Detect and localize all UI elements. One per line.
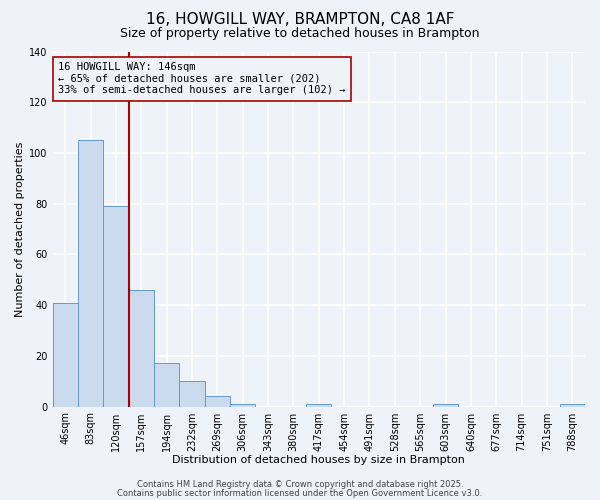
Text: 16 HOWGILL WAY: 146sqm
← 65% of detached houses are smaller (202)
33% of semi-de: 16 HOWGILL WAY: 146sqm ← 65% of detached… bbox=[58, 62, 346, 96]
Text: Contains HM Land Registry data © Crown copyright and database right 2025.: Contains HM Land Registry data © Crown c… bbox=[137, 480, 463, 489]
Bar bbox=[179, 381, 205, 406]
Bar bbox=[306, 404, 331, 406]
Text: 16, HOWGILL WAY, BRAMPTON, CA8 1AF: 16, HOWGILL WAY, BRAMPTON, CA8 1AF bbox=[146, 12, 454, 28]
Text: Contains public sector information licensed under the Open Government Licence v3: Contains public sector information licen… bbox=[118, 488, 482, 498]
Bar bbox=[560, 404, 585, 406]
Bar bbox=[53, 302, 78, 406]
Bar bbox=[230, 404, 256, 406]
Y-axis label: Number of detached properties: Number of detached properties bbox=[15, 142, 25, 316]
Text: Size of property relative to detached houses in Brampton: Size of property relative to detached ho… bbox=[120, 28, 480, 40]
X-axis label: Distribution of detached houses by size in Brampton: Distribution of detached houses by size … bbox=[172, 455, 465, 465]
Bar bbox=[433, 404, 458, 406]
Bar bbox=[205, 396, 230, 406]
Bar bbox=[78, 140, 103, 406]
Bar bbox=[103, 206, 128, 406]
Bar bbox=[128, 290, 154, 406]
Bar bbox=[154, 364, 179, 406]
